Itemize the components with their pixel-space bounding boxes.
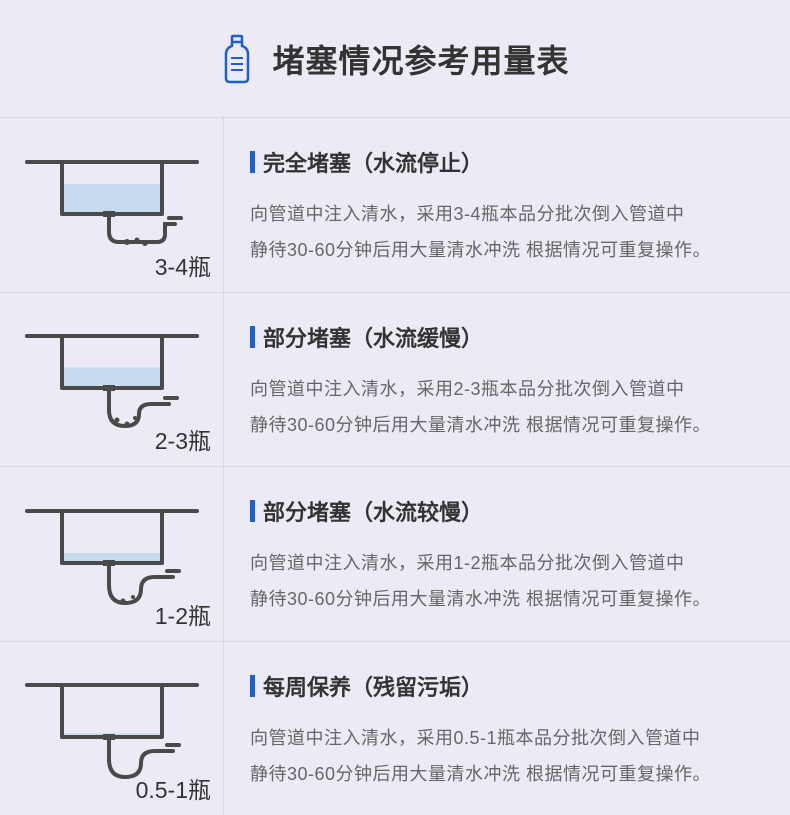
table-row: 1-2瓶 部分堵塞（水流较慢） 向管道中注入清水，采用1-2瓶本品分批次倒入管道…	[0, 467, 790, 642]
row-desc-2: 静待30-60分钟后用大量清水冲洗 根据情况可重复操作。	[250, 581, 768, 617]
table-row: 3-4瓶 完全堵塞（水流停止） 向管道中注入清水，采用3-4瓶本品分批次倒入管道…	[0, 118, 790, 293]
text-cell: 部分堵塞（水流缓慢） 向管道中注入清水，采用2-3瓶本品分批次倒入管道中 静待3…	[224, 293, 790, 467]
amount-label: 3-4瓶	[155, 248, 211, 282]
heading-line: 部分堵塞（水流缓慢）	[250, 321, 768, 353]
text-cell: 完全堵塞（水流停止） 向管道中注入清水，采用3-4瓶本品分批次倒入管道中 静待3…	[224, 118, 790, 292]
icon-cell: 0.5-1瓶	[0, 642, 224, 815]
page-title: 堵塞情况参考用量表	[272, 36, 569, 82]
row-heading: 每周保养（残留污垢）	[263, 670, 483, 702]
heading-bar	[250, 326, 255, 348]
icon-cell: 1-2瓶	[0, 467, 224, 641]
heading-line: 完全堵塞（水流停止）	[250, 146, 768, 178]
text-cell: 部分堵塞（水流较慢） 向管道中注入清水，采用1-2瓶本品分批次倒入管道中 静待3…	[224, 467, 790, 641]
row-desc-2: 静待30-60分钟后用大量清水冲洗 根据情况可重复操作。	[250, 232, 768, 268]
header: 堵塞情况参考用量表	[0, 0, 790, 118]
heading-bar	[250, 500, 255, 522]
amount-label: 2-3瓶	[155, 422, 211, 456]
icon-cell: 3-4瓶	[0, 118, 224, 292]
row-desc-1: 向管道中注入清水，采用0.5-1瓶本品分批次倒入管道中	[250, 720, 768, 756]
table-row: 0.5-1瓶 每周保养（残留污垢） 向管道中注入清水，采用0.5-1瓶本品分批次…	[0, 642, 790, 815]
row-desc-2: 静待30-60分钟后用大量清水冲洗 根据情况可重复操作。	[250, 756, 768, 792]
heading-bar	[250, 151, 255, 173]
icon-cell: 2-3瓶	[0, 293, 224, 467]
heading-bar	[250, 675, 255, 697]
row-heading: 部分堵塞（水流较慢）	[263, 495, 483, 527]
row-heading: 部分堵塞（水流缓慢）	[263, 321, 483, 353]
row-desc-1: 向管道中注入清水，采用1-2瓶本品分批次倒入管道中	[250, 545, 768, 581]
row-heading: 完全堵塞（水流停止）	[263, 146, 483, 178]
text-cell: 每周保养（残留污垢） 向管道中注入清水，采用0.5-1瓶本品分批次倒入管道中 静…	[224, 642, 790, 815]
heading-line: 部分堵塞（水流较慢）	[250, 495, 768, 527]
row-desc-2: 静待30-60分钟后用大量清水冲洗 根据情况可重复操作。	[250, 407, 768, 443]
bottle-icon	[220, 34, 254, 84]
table-row: 2-3瓶 部分堵塞（水流缓慢） 向管道中注入清水，采用2-3瓶本品分批次倒入管道…	[0, 293, 790, 468]
heading-line: 每周保养（残留污垢）	[250, 670, 768, 702]
row-desc-1: 向管道中注入清水，采用2-3瓶本品分批次倒入管道中	[250, 371, 768, 407]
container: 堵塞情况参考用量表 3-4瓶 完全堵塞（水流停止） 向管道中注入清水，采用3-4…	[0, 0, 790, 815]
amount-label: 0.5-1瓶	[136, 771, 211, 805]
amount-label: 1-2瓶	[155, 597, 211, 631]
row-desc-1: 向管道中注入清水，采用3-4瓶本品分批次倒入管道中	[250, 196, 768, 232]
